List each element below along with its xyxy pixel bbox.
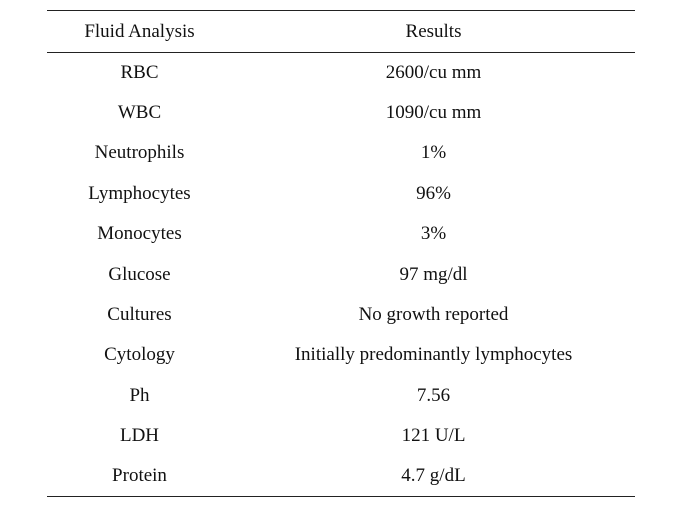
result-value-cell: Initially predominantly lymphocytes [294, 344, 573, 366]
fluid-analysis-table-container: Fluid Analysis Results RBC 2600/cu mm WB… [47, 10, 635, 498]
table-body: RBC 2600/cu mm WBC 1090/cu mm Neutrophil… [47, 53, 635, 498]
result-value-cell: 96% [416, 182, 451, 204]
analysis-name-cell: Ph [129, 384, 150, 406]
analysis-name-cell: Glucose [108, 263, 171, 285]
analysis-name-cell: WBC [117, 102, 162, 124]
table-row: Cultures No growth reported [47, 295, 635, 335]
analysis-name-cell: Protein [47, 456, 232, 498]
table-row: Cytology Initially predominantly lymphoc… [47, 335, 635, 375]
table-header: Fluid Analysis Results [47, 10, 635, 53]
analysis-name-cell: RBC [120, 61, 159, 83]
table-row: Monocytes 3% [47, 214, 635, 254]
result-value-cell: 2600/cu mm [385, 61, 482, 83]
table-row: WBC 1090/cu mm [47, 93, 635, 133]
result-value-cell: 1% [420, 142, 447, 164]
analysis-name-cell: LDH [119, 425, 160, 447]
analysis-name-cell: Monocytes [97, 223, 182, 245]
table-row: RBC 2600/cu mm [47, 53, 635, 93]
result-value-cell: No growth reported [358, 304, 509, 326]
table-row: Protein 4.7 g/dL [47, 456, 635, 498]
result-value-cell: 1090/cu mm [385, 102, 482, 124]
column-header-results: Results [232, 10, 635, 53]
analysis-name-cell: Neutrophils [94, 142, 185, 164]
analysis-name-cell: Cytology [104, 344, 175, 366]
table-row: Ph 7.56 [47, 376, 635, 416]
column-header-fluid-analysis: Fluid Analysis [47, 10, 232, 53]
result-value-cell: 3% [420, 223, 447, 245]
table-row: Glucose 97 mg/dl [47, 254, 635, 294]
result-value-cell: 7.56 [416, 384, 451, 406]
table-row: LDH 121 U/L [47, 416, 635, 456]
table-row: Lymphocytes 96% [47, 174, 635, 214]
result-value-cell: 4.7 g/dL [232, 456, 635, 498]
analysis-name-cell: Cultures [107, 304, 172, 326]
result-value-cell: 121 U/L [401, 425, 466, 447]
fluid-analysis-table: Fluid Analysis Results RBC 2600/cu mm WB… [47, 10, 635, 498]
analysis-name-cell: Lymphocytes [88, 182, 191, 204]
result-value-cell: 97 mg/dl [399, 263, 468, 285]
header-row: Fluid Analysis Results [47, 10, 635, 53]
table-row: Neutrophils 1% [47, 133, 635, 173]
